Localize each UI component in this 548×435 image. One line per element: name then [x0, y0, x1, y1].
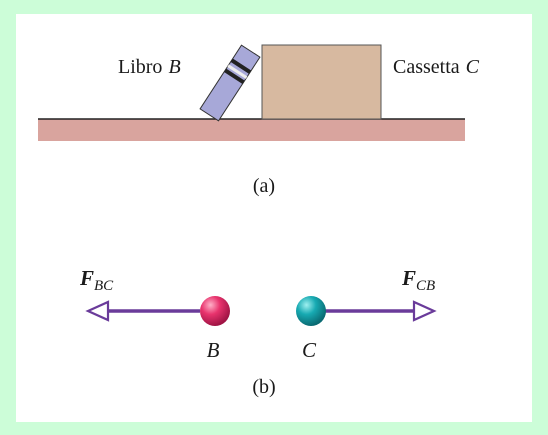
caption-b: (b) — [252, 376, 275, 398]
force-bc-subscript: BC — [94, 278, 114, 294]
box-c — [261, 44, 382, 120]
force-cb-subscript: CB — [416, 278, 435, 294]
particle-b-label: B — [207, 338, 220, 362]
book-label: Libro — [118, 56, 162, 78]
caption-a: (a) — [253, 175, 275, 197]
book-letter: B — [168, 56, 180, 78]
svg-text:FCB: FCB — [401, 266, 435, 294]
box-label: Cassetta — [393, 56, 460, 78]
force-arrow-bc — [85, 300, 200, 322]
force-arrow-cb — [322, 300, 437, 322]
svg-text:FBC: FBC — [79, 266, 114, 294]
particle-c — [296, 296, 326, 326]
particle-b — [200, 296, 230, 326]
book-b — [199, 44, 261, 122]
table-surface — [38, 119, 465, 141]
force-cb-symbol: F — [401, 266, 416, 290]
particle-c-label: C — [302, 338, 317, 362]
force-bc-symbol: F — [79, 266, 94, 290]
box-letter: C — [466, 56, 480, 78]
